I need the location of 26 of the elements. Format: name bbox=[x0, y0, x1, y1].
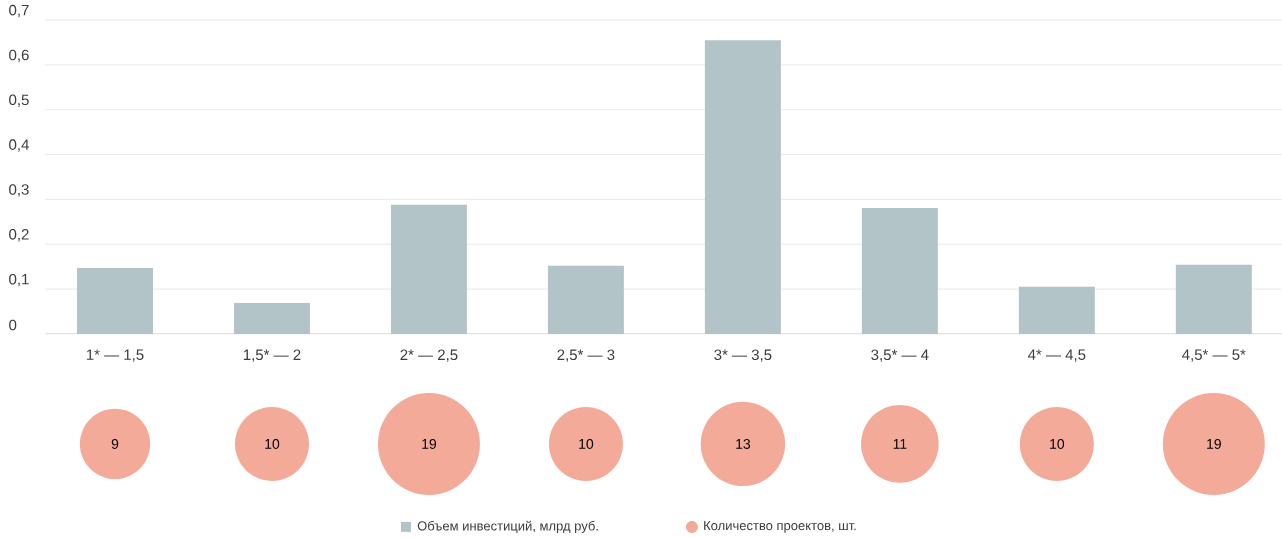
data-label: 19 bbox=[1207, 439, 1221, 449]
y-tick-label: 0 bbox=[9, 319, 17, 331]
data-label: 19 bbox=[422, 439, 437, 449]
x-tick-label: 4,5* — 5* bbox=[1182, 349, 1246, 362]
x-tick-label: 2* — 2,5 bbox=[400, 349, 458, 362]
y-tick-label: 0,3 bbox=[9, 184, 29, 197]
y-tick-label: 0,6 bbox=[9, 49, 29, 63]
data-label: 9 bbox=[111, 439, 119, 449]
y-tick-label: 0,2 bbox=[9, 229, 29, 242]
x-tick-label: 1,5* — 2 bbox=[243, 349, 301, 362]
data-label: 10 bbox=[1050, 439, 1065, 449]
x-tick-label: 2,5* — 3 bbox=[557, 349, 615, 362]
data-label: 10 bbox=[265, 439, 280, 449]
data-label: 10 bbox=[579, 439, 594, 449]
legend-label: Количество проектов, шт. bbox=[704, 521, 856, 533]
y-tick-label: 0,5 bbox=[9, 94, 29, 107]
y-tick-label: 0,4 bbox=[9, 139, 29, 152]
legend-label: Объем инвестиций, млрд руб. bbox=[417, 520, 598, 534]
x-tick-label: 3* — 3,5 bbox=[714, 349, 772, 362]
y-tick-label: 0,7 bbox=[9, 4, 29, 18]
x-tick-label: 4* — 4,5 bbox=[1028, 349, 1086, 362]
x-tick-label: 3,5* — 4 bbox=[871, 349, 929, 362]
y-tick-label: 0,1 bbox=[9, 273, 29, 287]
x-tick-label: 1* — 1,5 bbox=[86, 349, 144, 362]
data-label: 11 bbox=[893, 439, 907, 449]
data-label: 13 bbox=[736, 439, 751, 449]
